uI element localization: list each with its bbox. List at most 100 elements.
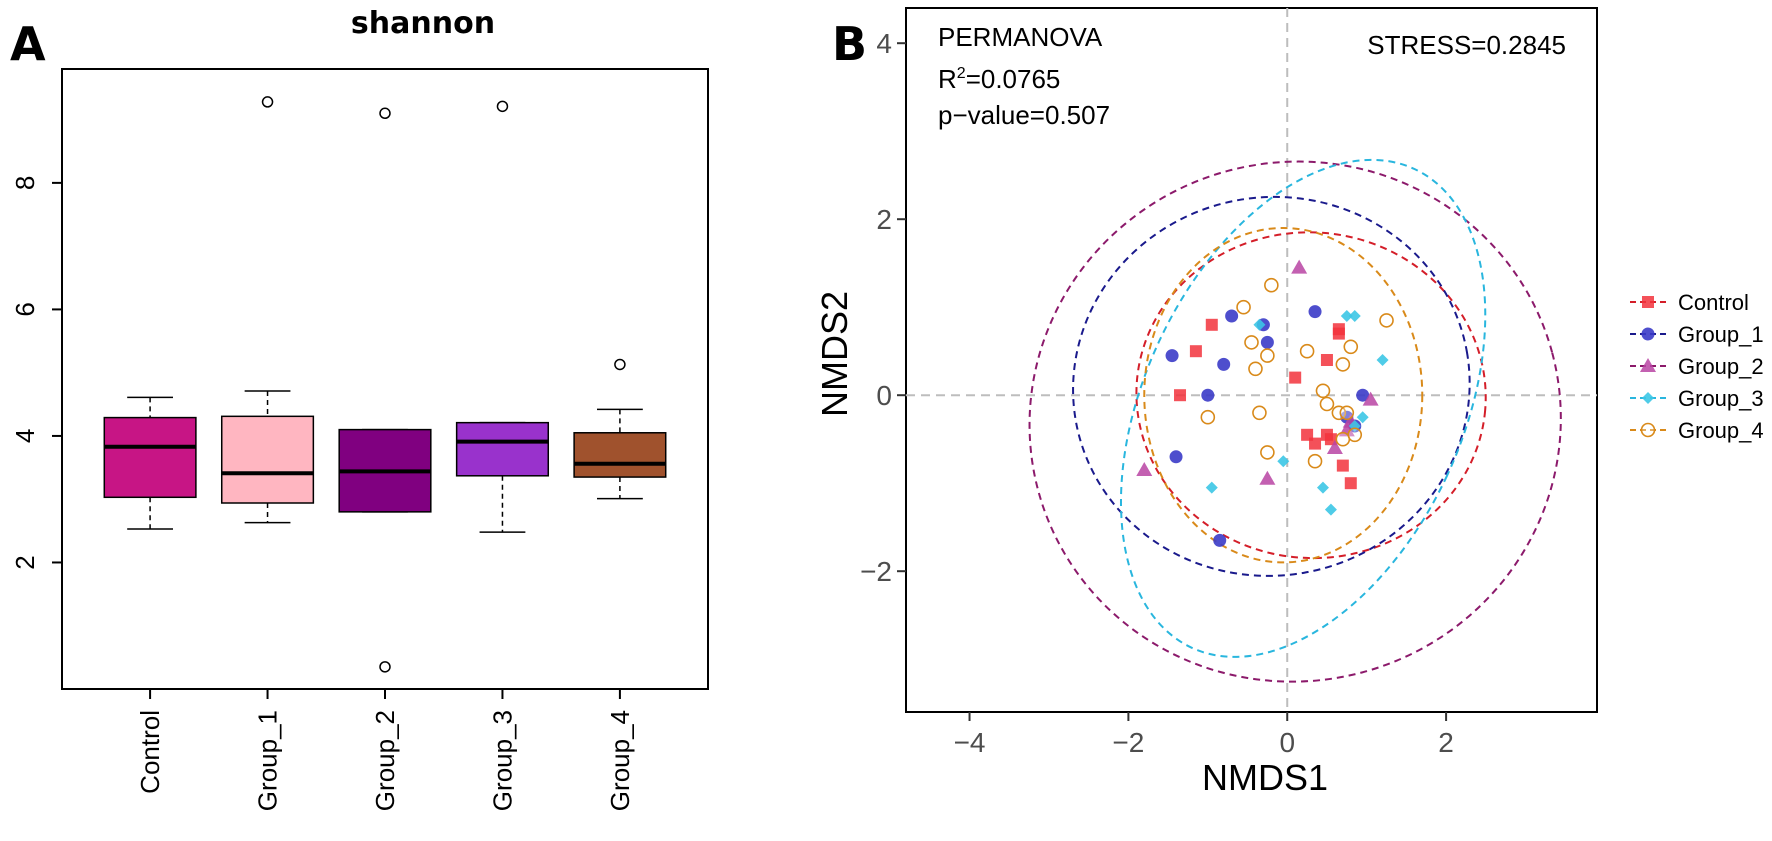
nmds-y-axis: −2 0 2 4 bbox=[860, 28, 906, 587]
permanova-label: PERMANOVA bbox=[938, 22, 1103, 52]
point-group-1-5 bbox=[1225, 309, 1239, 323]
stress-annotation: STRESS=0.2845 bbox=[1367, 30, 1566, 60]
series-group-2 bbox=[1136, 259, 1379, 485]
point-group-3-3 bbox=[1316, 481, 1329, 494]
point-group-1-4 bbox=[1217, 357, 1231, 371]
series-group-4 bbox=[1200, 277, 1394, 469]
nmds-frame bbox=[905, 7, 1598, 713]
point-group-4-14 bbox=[1343, 339, 1359, 355]
point-control-1 bbox=[1189, 345, 1202, 358]
point-group-3-5 bbox=[1340, 310, 1353, 322]
boxplot-title: shannon bbox=[351, 6, 495, 41]
point-group-4-17 bbox=[1299, 343, 1315, 359]
outlier-group-2-0 bbox=[379, 107, 391, 120]
nmds-x-axis-title: NMDS1 bbox=[1202, 757, 1328, 798]
boxplot-y-axis: 2 4 6 8 bbox=[10, 176, 63, 570]
boxplot-x-tick-label-group-4: Group_4 bbox=[605, 710, 635, 811]
ellipse-group-4 bbox=[1143, 227, 1424, 564]
legend-label-group-3: Group_3 bbox=[1678, 386, 1764, 411]
point-group-4-16 bbox=[1307, 453, 1323, 469]
legend-item-group-3: Group_3 bbox=[1630, 386, 1764, 411]
ellipse-group-3 bbox=[1119, 158, 1487, 658]
point-group-1-2 bbox=[1201, 388, 1215, 402]
legend-label-group-1: Group_1 bbox=[1678, 322, 1764, 347]
point-group-4-7 bbox=[1264, 277, 1279, 293]
nmds-x-tick-label-1: −2 bbox=[1112, 727, 1144, 758]
nmds-y-tick-label-2: 2 bbox=[876, 204, 892, 235]
box-group-3 bbox=[455, 100, 550, 533]
boxplot-x-tick-label-group-3: Group_3 bbox=[487, 710, 517, 811]
nmds-y-tick-label-0: −2 bbox=[860, 556, 892, 587]
box-body-group-3 bbox=[455, 421, 550, 477]
legend-item-control: Control bbox=[1630, 290, 1749, 315]
box-group-2 bbox=[338, 107, 432, 673]
point-group-4-11 bbox=[1335, 431, 1351, 447]
point-group-2-3 bbox=[1326, 440, 1343, 454]
outlier-group-4-0 bbox=[614, 358, 626, 371]
nmds-legend: Control Group_1 Group_2 Group_3 Group_4 bbox=[1630, 290, 1764, 443]
point-group-4-1 bbox=[1236, 299, 1251, 315]
ellipse-control bbox=[1135, 231, 1487, 560]
box-body-group-1 bbox=[220, 415, 315, 504]
point-group-3-8 bbox=[1356, 411, 1369, 424]
series-control bbox=[1174, 318, 1357, 490]
point-group-3-6 bbox=[1348, 310, 1361, 322]
nmds-points bbox=[1136, 259, 1394, 547]
ellipse-group-2 bbox=[1028, 160, 1562, 683]
point-group-2-1 bbox=[1259, 470, 1276, 485]
nmds-x-tick-label-2: 0 bbox=[1279, 727, 1295, 758]
point-group-1-11 bbox=[1356, 388, 1370, 402]
point-control-11 bbox=[1344, 477, 1357, 490]
nmds-y-axis-title: NMDS2 bbox=[814, 291, 855, 417]
boxplot-x-tick-label-group-2: Group_2 bbox=[370, 710, 400, 811]
box-body-control bbox=[103, 416, 197, 499]
point-group-3-0 bbox=[1205, 481, 1218, 494]
point-group-4-13 bbox=[1339, 405, 1355, 421]
outlier-group-1-0 bbox=[261, 96, 274, 108]
legend-item-group-1: Group_1 bbox=[1630, 322, 1764, 347]
legend-marker-control bbox=[1642, 296, 1654, 308]
nmds-y-tick-label-1: 0 bbox=[876, 380, 892, 411]
legend-marker-group-2 bbox=[1640, 358, 1656, 372]
point-control-6 bbox=[1320, 354, 1333, 366]
nmds-x-tick-label-3: 2 bbox=[1438, 727, 1454, 758]
box-group-4 bbox=[573, 358, 667, 500]
point-group-3-2 bbox=[1277, 455, 1290, 468]
nmds-reference-lines bbox=[906, 8, 1597, 712]
point-control-10 bbox=[1336, 459, 1349, 472]
point-group-3-4 bbox=[1324, 503, 1337, 516]
legend-label-group-4: Group_4 bbox=[1678, 418, 1764, 443]
r-squared-value: =0.0765 bbox=[966, 64, 1061, 94]
r-squared-prefix: R bbox=[938, 64, 957, 94]
point-group-4-15 bbox=[1347, 427, 1363, 443]
point-group-1-7 bbox=[1260, 335, 1274, 349]
point-group-4-10 bbox=[1331, 405, 1347, 421]
point-group-4-6 bbox=[1260, 348, 1275, 363]
legend-marker-group-3 bbox=[1642, 392, 1654, 404]
boxplot-x-axis: Control Group_1 Group_2 Group_3 Group_4 bbox=[135, 688, 635, 811]
point-control-0 bbox=[1174, 389, 1187, 402]
point-group-3-1 bbox=[1253, 318, 1266, 331]
box-control bbox=[103, 396, 197, 530]
point-group-4-9 bbox=[1319, 396, 1335, 412]
point-group-4-12 bbox=[1335, 357, 1351, 372]
point-group-4-5 bbox=[1260, 445, 1275, 460]
r-squared-annotation: R2=0.0765 bbox=[938, 64, 1060, 94]
point-group-4-18 bbox=[1379, 313, 1394, 328]
legend-label-control: Control bbox=[1678, 290, 1749, 315]
point-control-2 bbox=[1205, 318, 1218, 331]
point-group-4-3 bbox=[1248, 361, 1263, 377]
ellipse-group-1 bbox=[1072, 195, 1471, 577]
series-group-1 bbox=[1165, 305, 1370, 547]
box-body-group-4 bbox=[573, 432, 667, 478]
point-group-4-2 bbox=[1244, 335, 1259, 350]
boxplot-boxes bbox=[103, 96, 667, 673]
legend-marker-group-4 bbox=[1640, 422, 1656, 438]
point-group-2-0 bbox=[1136, 462, 1153, 476]
box-group-1 bbox=[220, 96, 315, 524]
legend-label-group-2: Group_2 bbox=[1678, 354, 1764, 379]
nmds-y-tick-label-3: 4 bbox=[876, 28, 892, 59]
